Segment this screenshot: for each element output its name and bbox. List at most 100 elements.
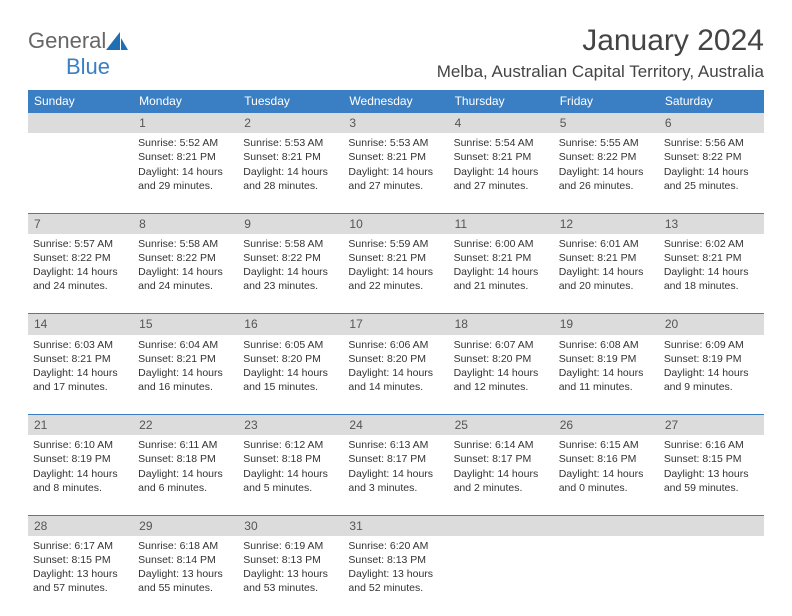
calendar-table: Sunday Monday Tuesday Wednesday Thursday… [28, 90, 764, 616]
day-number: 9 [238, 213, 343, 234]
day-number: 14 [28, 314, 133, 335]
sunrise-text: Sunrise: 6:10 AM [33, 438, 128, 452]
day-number: 10 [343, 213, 448, 234]
logo-sail-icon [106, 32, 128, 50]
day-cell [28, 133, 133, 213]
daylight-text-2: and 29 minutes. [138, 179, 233, 193]
day-cell: Sunrise: 5:53 AMSunset: 8:21 PMDaylight:… [343, 133, 448, 213]
daylight-text-1: Daylight: 14 hours [348, 467, 443, 481]
sunrise-text: Sunrise: 5:57 AM [33, 237, 128, 251]
day-cell: Sunrise: 6:19 AMSunset: 8:13 PMDaylight:… [238, 536, 343, 616]
daylight-text-2: and 0 minutes. [559, 481, 654, 495]
daylight-text-2: and 11 minutes. [559, 380, 654, 394]
sunset-text: Sunset: 8:19 PM [33, 452, 128, 466]
day-cell: Sunrise: 6:05 AMSunset: 8:20 PMDaylight:… [238, 335, 343, 415]
day-cell [554, 536, 659, 616]
sunrise-text: Sunrise: 6:01 AM [559, 237, 654, 251]
logo-text-general: General [28, 28, 106, 53]
daylight-text-2: and 17 minutes. [33, 380, 128, 394]
sunrise-text: Sunrise: 6:04 AM [138, 338, 233, 352]
daylight-text-2: and 21 minutes. [454, 279, 549, 293]
daylight-text-1: Daylight: 14 hours [138, 265, 233, 279]
daylight-text-1: Daylight: 14 hours [33, 366, 128, 380]
daylight-text-2: and 5 minutes. [243, 481, 338, 495]
daylight-text-1: Daylight: 14 hours [33, 265, 128, 279]
day-cell: Sunrise: 6:10 AMSunset: 8:19 PMDaylight:… [28, 435, 133, 515]
sunrise-text: Sunrise: 6:00 AM [454, 237, 549, 251]
day-number: 6 [659, 113, 764, 134]
daynum-row: 28293031 [28, 515, 764, 536]
day-cell: Sunrise: 5:56 AMSunset: 8:22 PMDaylight:… [659, 133, 764, 213]
day-number: 1 [133, 113, 238, 134]
day-number: 13 [659, 213, 764, 234]
daylight-text-1: Daylight: 14 hours [559, 366, 654, 380]
day-cell: Sunrise: 5:55 AMSunset: 8:22 PMDaylight:… [554, 133, 659, 213]
day-cell: Sunrise: 5:57 AMSunset: 8:22 PMDaylight:… [28, 234, 133, 314]
logo: General Blue [28, 28, 128, 80]
daynum-row: 21222324252627 [28, 415, 764, 436]
daylight-text-1: Daylight: 14 hours [138, 366, 233, 380]
sunrise-text: Sunrise: 6:11 AM [138, 438, 233, 452]
weekday-header: Friday [554, 90, 659, 113]
day-number: 3 [343, 113, 448, 134]
daylight-text-1: Daylight: 14 hours [454, 265, 549, 279]
sunset-text: Sunset: 8:14 PM [138, 553, 233, 567]
day-number: 30 [238, 515, 343, 536]
daylight-text-2: and 14 minutes. [348, 380, 443, 394]
daylight-text-1: Daylight: 14 hours [559, 467, 654, 481]
sunrise-text: Sunrise: 6:03 AM [33, 338, 128, 352]
daylight-text-1: Daylight: 14 hours [243, 265, 338, 279]
daylight-text-2: and 23 minutes. [243, 279, 338, 293]
day-number: 21 [28, 415, 133, 436]
daylight-text-2: and 53 minutes. [243, 581, 338, 595]
day-number: 28 [28, 515, 133, 536]
daylight-text-2: and 6 minutes. [138, 481, 233, 495]
day-cell: Sunrise: 5:53 AMSunset: 8:21 PMDaylight:… [238, 133, 343, 213]
day-number: 26 [554, 415, 659, 436]
day-cell: Sunrise: 6:12 AMSunset: 8:18 PMDaylight:… [238, 435, 343, 515]
day-cell: Sunrise: 5:54 AMSunset: 8:21 PMDaylight:… [449, 133, 554, 213]
sunset-text: Sunset: 8:22 PM [33, 251, 128, 265]
day-cell: Sunrise: 6:00 AMSunset: 8:21 PMDaylight:… [449, 234, 554, 314]
daylight-text-2: and 52 minutes. [348, 581, 443, 595]
weekday-header: Tuesday [238, 90, 343, 113]
sunrise-text: Sunrise: 5:54 AM [454, 136, 549, 150]
daylight-text-2: and 20 minutes. [559, 279, 654, 293]
day-cell [659, 536, 764, 616]
day-number [28, 113, 133, 134]
day-cell: Sunrise: 5:58 AMSunset: 8:22 PMDaylight:… [238, 234, 343, 314]
daylight-text-2: and 24 minutes. [33, 279, 128, 293]
day-cell: Sunrise: 6:02 AMSunset: 8:21 PMDaylight:… [659, 234, 764, 314]
sunset-text: Sunset: 8:21 PM [138, 352, 233, 366]
sunrise-text: Sunrise: 5:53 AM [348, 136, 443, 150]
day-number: 19 [554, 314, 659, 335]
sunrise-text: Sunrise: 6:18 AM [138, 539, 233, 553]
detail-row: Sunrise: 6:03 AMSunset: 8:21 PMDaylight:… [28, 335, 764, 415]
day-cell: Sunrise: 6:08 AMSunset: 8:19 PMDaylight:… [554, 335, 659, 415]
daylight-text-2: and 8 minutes. [33, 481, 128, 495]
weekday-header: Wednesday [343, 90, 448, 113]
sunrise-text: Sunrise: 5:59 AM [348, 237, 443, 251]
daylight-text-1: Daylight: 13 hours [138, 567, 233, 581]
day-number [449, 515, 554, 536]
sunset-text: Sunset: 8:21 PM [454, 150, 549, 164]
day-number: 20 [659, 314, 764, 335]
daylight-text-2: and 24 minutes. [138, 279, 233, 293]
logo-text-blue: Blue [66, 54, 110, 79]
daynum-row: 123456 [28, 113, 764, 134]
day-cell: Sunrise: 5:52 AMSunset: 8:21 PMDaylight:… [133, 133, 238, 213]
daylight-text-2: and 22 minutes. [348, 279, 443, 293]
sunset-text: Sunset: 8:15 PM [664, 452, 759, 466]
weekday-header-row: Sunday Monday Tuesday Wednesday Thursday… [28, 90, 764, 113]
day-cell: Sunrise: 6:20 AMSunset: 8:13 PMDaylight:… [343, 536, 448, 616]
sunset-text: Sunset: 8:21 PM [559, 251, 654, 265]
sunset-text: Sunset: 8:22 PM [664, 150, 759, 164]
sunrise-text: Sunrise: 6:09 AM [664, 338, 759, 352]
weekday-header: Monday [133, 90, 238, 113]
day-number [554, 515, 659, 536]
sunset-text: Sunset: 8:21 PM [243, 150, 338, 164]
day-number: 31 [343, 515, 448, 536]
daylight-text-1: Daylight: 14 hours [348, 265, 443, 279]
day-number: 7 [28, 213, 133, 234]
daylight-text-2: and 25 minutes. [664, 179, 759, 193]
